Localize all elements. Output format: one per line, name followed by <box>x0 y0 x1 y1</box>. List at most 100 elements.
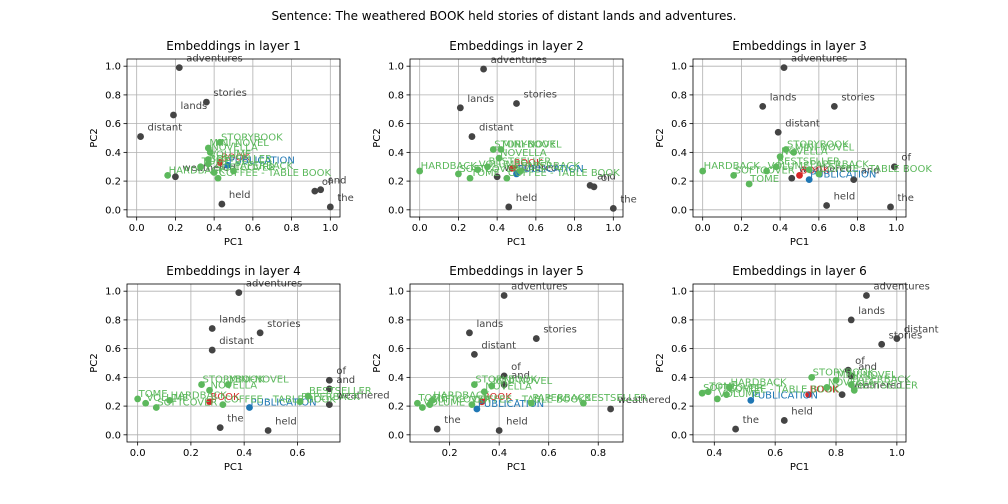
point-weathered <box>788 174 796 182</box>
grid <box>410 59 623 217</box>
x-axis-label: PC1 <box>224 237 243 248</box>
x-tick-label: 0.6 <box>245 223 261 234</box>
point-label: and <box>858 362 877 373</box>
x-tick-label: 0.0 <box>130 448 146 459</box>
subplot-layer-2: 0.0 0.2 0.4 0.6 0.8 1.0 0.0 0.2 0.4 0.6 0.8 1.0 adve… <box>372 39 637 248</box>
point-novella <box>495 154 503 162</box>
x-tick-label: 0.6 <box>541 448 557 459</box>
point-of <box>890 163 898 171</box>
point-held <box>495 427 503 434</box>
x-tick-label: 0.2 <box>733 223 749 234</box>
point-label: stories <box>543 325 577 336</box>
subplot-title: Embeddings in layer 4 <box>166 264 300 278</box>
point-label: SOFTCOVER <box>703 383 763 394</box>
point-held <box>505 203 513 211</box>
point-lands <box>847 316 855 324</box>
point-label: VOLUME <box>718 389 760 400</box>
point-label: adventures <box>511 281 567 292</box>
y-tick-label: 0.4 <box>105 148 121 159</box>
x-tick-label: 0.6 <box>289 448 305 459</box>
point-publication <box>805 176 813 184</box>
point-adventures <box>500 292 508 299</box>
y-tick-label: 1.0 <box>388 62 404 73</box>
x-tick-label: 0.2 <box>442 448 458 459</box>
point-label: of <box>901 153 911 164</box>
point-label: distant <box>481 340 516 351</box>
point-adventures <box>235 289 243 297</box>
point-volume <box>418 404 426 411</box>
y-tick-label: 0.6 <box>105 119 121 130</box>
point-label: adventures <box>873 281 929 292</box>
point-label: VOLUME <box>479 160 521 171</box>
point-distant <box>208 346 216 354</box>
y-tick-label: 0.8 <box>105 90 121 101</box>
point-distant <box>468 133 476 140</box>
x-tick-label: 0.2 <box>450 223 466 234</box>
point-label: VOLUME <box>423 398 465 409</box>
point-novella <box>206 148 214 156</box>
point-adventures <box>863 292 870 299</box>
grid <box>410 284 623 442</box>
point-coffee-table-book <box>503 174 511 182</box>
point-distant <box>470 350 478 358</box>
point-label: VOLUME <box>147 393 189 404</box>
y-tick-label: 1.0 <box>388 287 404 298</box>
point-label: PAPERBACK <box>532 393 591 404</box>
point-label: distant <box>479 123 514 134</box>
point-publication <box>246 404 253 411</box>
y-tick-label: 0.8 <box>671 90 687 101</box>
point-volume <box>204 156 212 163</box>
y-tick-label: 0.2 <box>671 402 687 413</box>
point-label: MINI-NOVEL <box>493 376 553 387</box>
point-label: distant <box>904 325 939 336</box>
y-tick-label: 0.0 <box>105 205 121 216</box>
point-label: PAPERBACK <box>852 375 911 386</box>
point-label: distant <box>219 336 254 347</box>
point-label: and <box>597 171 616 182</box>
point-of <box>500 372 508 380</box>
point-held <box>823 202 831 209</box>
point-lands <box>456 104 464 112</box>
point-bestseller <box>304 392 312 400</box>
point-label: SOFTCOVER <box>459 164 519 175</box>
subplot-title: Embeddings in layer 1 <box>166 39 300 53</box>
point-and <box>317 186 325 194</box>
point-paperback <box>805 166 813 174</box>
y-tick-label: 0.4 <box>671 373 687 384</box>
point-stories <box>830 103 838 110</box>
point-volume <box>713 395 721 403</box>
point-softcover <box>730 171 738 179</box>
point-label: NOVELLA <box>211 380 258 391</box>
x-tick-label: 0.0 <box>412 223 428 234</box>
point-label: the <box>620 194 636 205</box>
point-label: NOVELLA <box>485 382 532 393</box>
point-coffee-table-book <box>723 391 730 398</box>
y-axis-label: PC2 <box>372 128 383 147</box>
point-label: STORYBOOK <box>494 139 556 150</box>
point-label: PUBLICATION <box>478 399 544 410</box>
point-label: STORYBOOK <box>813 367 875 378</box>
point-label: BESTSELLER <box>488 157 551 168</box>
point-book <box>216 159 224 166</box>
point-stories <box>532 335 540 342</box>
point-held <box>218 200 226 208</box>
point-label: COFFEE - TABLE BOOK <box>820 164 932 175</box>
point-label: weathered <box>799 164 852 175</box>
y-tick-label: 0.8 <box>388 90 404 101</box>
point-held <box>780 417 788 424</box>
point-storybook <box>198 381 205 388</box>
point-label: PUBLICATION <box>752 390 818 401</box>
point-label: adventures <box>491 55 547 66</box>
y-tick-label: 0.4 <box>671 148 687 159</box>
point-label: lands <box>467 94 494 105</box>
point-label: VOLUME <box>209 150 251 161</box>
point-label: stories <box>524 90 558 101</box>
point-label: PAPERBACK <box>810 160 869 171</box>
point-label: PUBLICATION <box>250 398 316 409</box>
point-label: the <box>743 415 759 426</box>
y-tick-label: 0.6 <box>388 344 404 355</box>
point-label: distant <box>148 123 183 134</box>
x-tick-label: 0.4 <box>489 223 505 234</box>
y-tick-label: 0.6 <box>388 119 404 130</box>
point-label: SOFTCOVER <box>431 395 491 406</box>
